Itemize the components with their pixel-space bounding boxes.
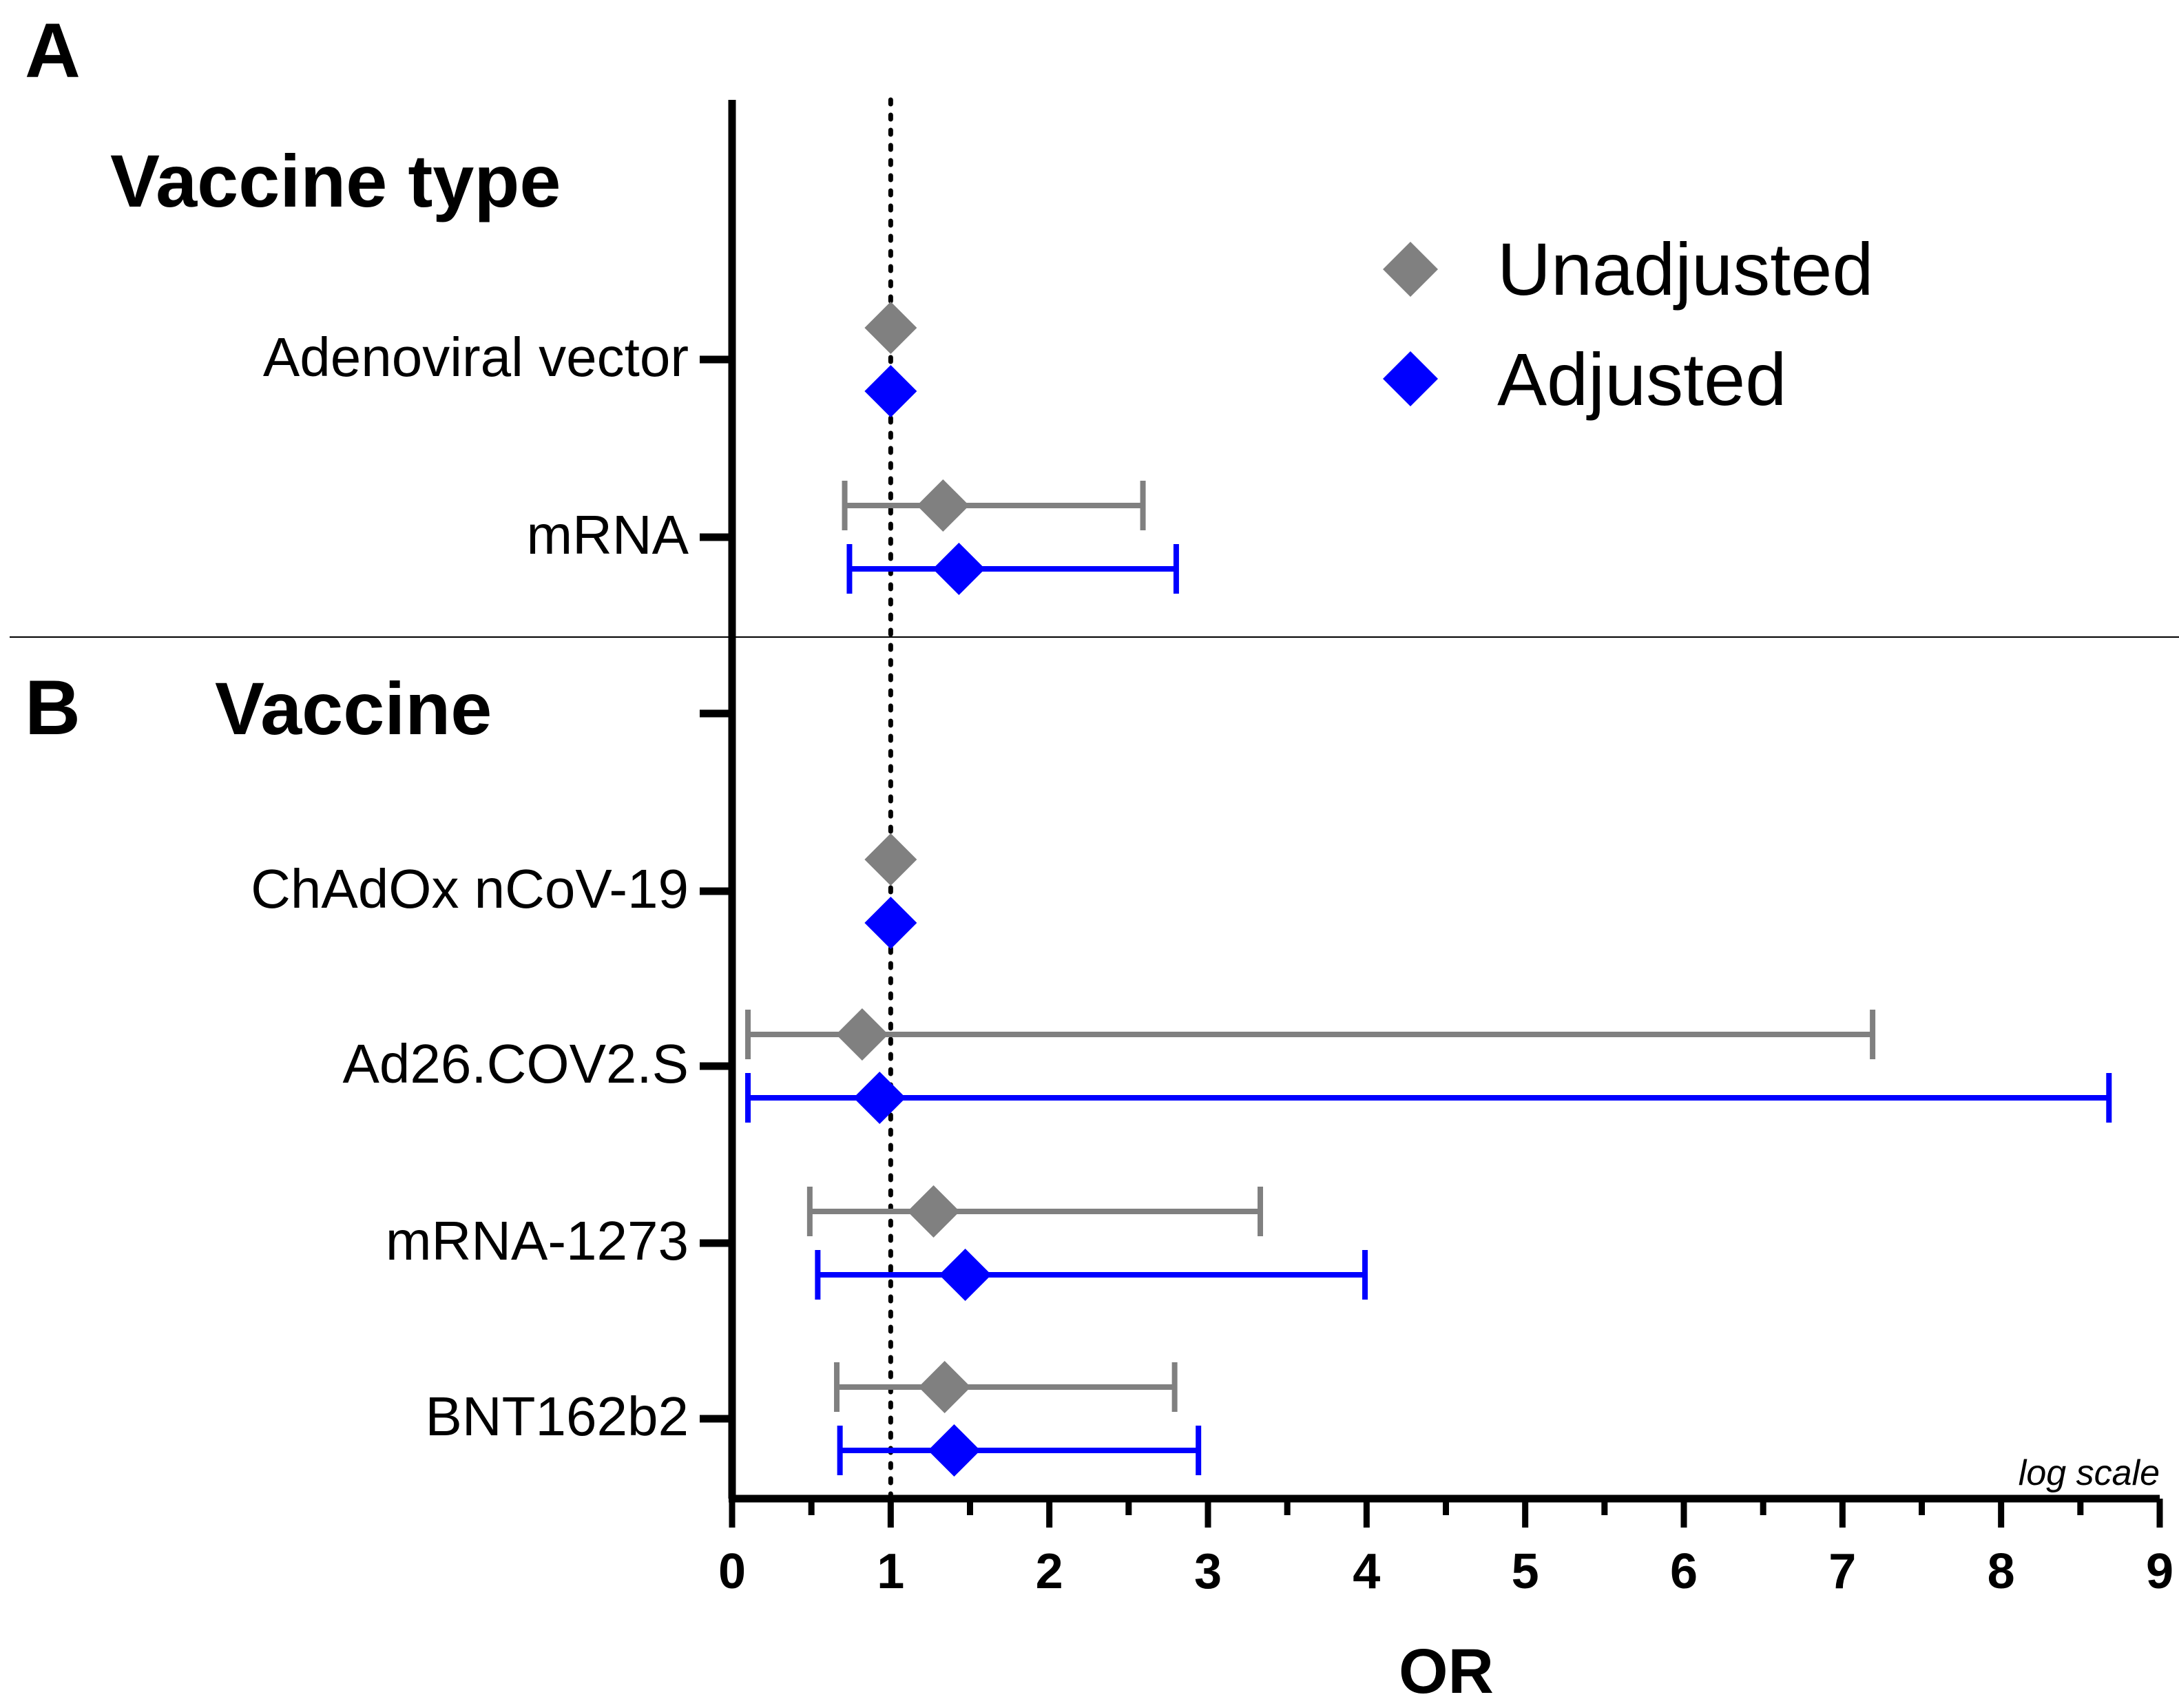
point-estimate-unadjusted (917, 479, 970, 532)
panel-a-letter: A (25, 8, 81, 94)
point-estimate-adjusted (864, 897, 917, 949)
point-estimate-adjusted (864, 365, 917, 417)
point-estimate-unadjusted (864, 302, 917, 354)
row-label: mRNA-1273 (386, 1210, 689, 1271)
point-estimate-unadjusted (835, 1008, 888, 1061)
x-tick-label: 5 (1512, 1544, 1539, 1599)
x-tick-label: 4 (1353, 1544, 1380, 1599)
point-estimate-unadjusted (864, 833, 917, 886)
point-estimate-unadjusted (918, 1361, 971, 1413)
estimates-and-intervals (745, 302, 2112, 1477)
log-scale-note: log scale (2019, 1453, 2160, 1493)
x-tick-label: 2 (1036, 1544, 1063, 1599)
legend-marker-unadjusted (1383, 242, 1438, 297)
x-tick-label: 8 (1988, 1544, 2015, 1599)
row-label: ChAdOx nCoV-19 (251, 858, 689, 919)
point-estimate-adjusted (932, 543, 986, 595)
panel-b-letter: B (25, 665, 81, 751)
x-tick-label: 9 (2146, 1544, 2173, 1599)
point-estimate-unadjusted (907, 1185, 960, 1238)
legend-label-unadjusted: Unadjusted (1497, 227, 1873, 311)
x-ticks: 0 1 2 3 4 5 6 7 8 9 (718, 1499, 2173, 1599)
x-axis-label: OR (1399, 1636, 1494, 1707)
x-tick-label: 1 (877, 1544, 904, 1599)
x-tick-label: 7 (1828, 1544, 1856, 1599)
row-label: mRNA (526, 504, 689, 565)
legend: Unadjusted Adjusted (1383, 227, 1873, 421)
point-estimate-adjusted (853, 1072, 906, 1124)
x-tick-label: 0 (718, 1544, 746, 1599)
row-label: Adenoviral vector (263, 326, 689, 388)
row-label: Ad26.COV2.S (343, 1033, 689, 1094)
panel-b-title: Vaccine (215, 667, 492, 750)
panel-a-title: Vaccine type (110, 139, 561, 222)
row-label: BNT162b2 (426, 1386, 689, 1447)
row-labels-and-ticks: Adenoviral vector mRNA ChAdOx nCoV-19 Ad26.… (251, 326, 732, 1447)
point-estimate-adjusted (939, 1249, 992, 1301)
legend-marker-adjusted (1383, 351, 1438, 406)
x-tick-label: 6 (1670, 1544, 1698, 1599)
legend-label-adjusted: Adjusted (1497, 337, 1786, 421)
point-estimate-adjusted (928, 1424, 981, 1477)
x-tick-label: 3 (1194, 1544, 1222, 1599)
